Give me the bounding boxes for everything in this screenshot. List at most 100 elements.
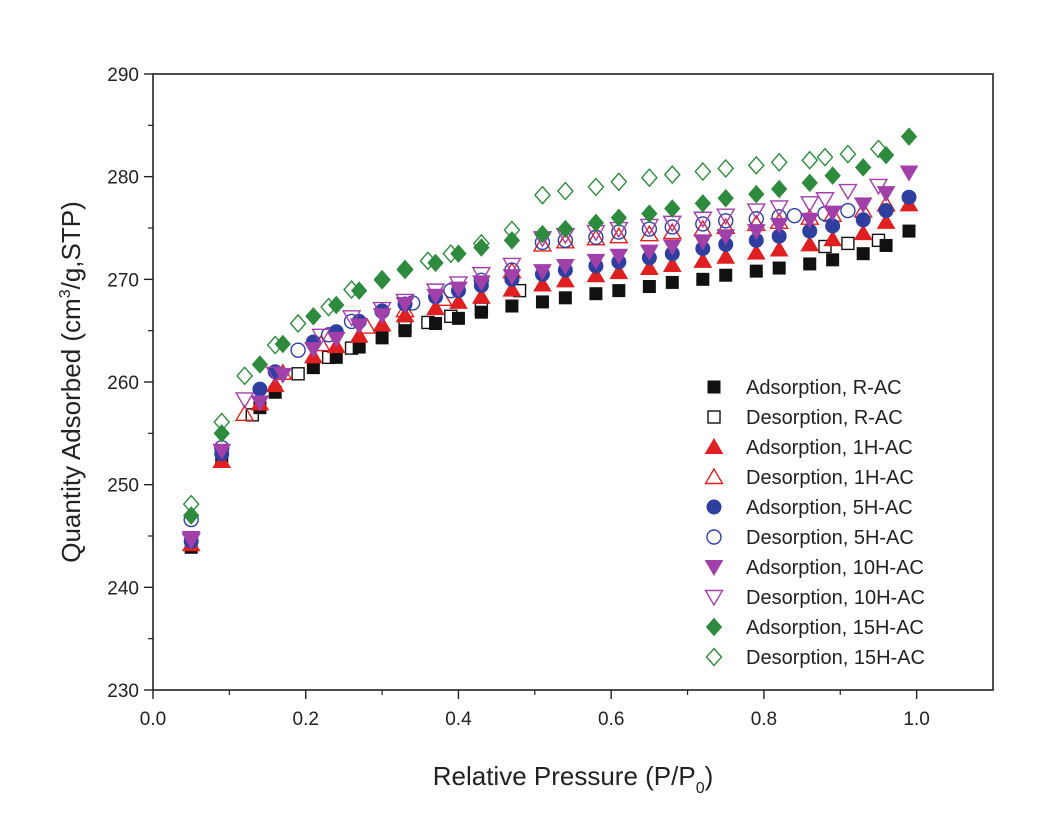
x-tick-label: 0.6 (598, 709, 624, 730)
data-point (265, 366, 285, 384)
data-point (250, 395, 270, 412)
data-point (444, 309, 458, 323)
data-point (471, 287, 491, 304)
data-point (442, 244, 460, 264)
data-point (746, 224, 766, 241)
data-point (840, 202, 856, 219)
data-point (373, 269, 391, 289)
data-point (816, 147, 834, 167)
data-point (610, 172, 628, 192)
data-point (252, 381, 268, 397)
data-point (587, 213, 605, 233)
data-point (396, 259, 414, 279)
data-point (534, 224, 551, 244)
data-point (841, 236, 855, 251)
data-point (586, 253, 606, 270)
data-point (474, 305, 488, 319)
data-markers (181, 127, 919, 554)
data-point (747, 155, 765, 175)
data-point (306, 361, 320, 375)
data-point (876, 186, 896, 203)
legend-label: Desorption, 10H-AC (746, 587, 925, 609)
y-tick-label: 250 (107, 476, 139, 497)
data-point (612, 284, 626, 298)
data-point (426, 288, 445, 305)
legend-label: Adsorption, 5H-AC (746, 497, 913, 519)
data-point (748, 184, 765, 204)
data-point (183, 506, 200, 525)
data-point (800, 196, 820, 213)
data-point (900, 127, 918, 146)
data-point (290, 342, 306, 358)
data-point (251, 355, 269, 374)
data-point (662, 239, 682, 256)
data-point (305, 307, 322, 326)
data-point (716, 247, 736, 264)
data-point (471, 267, 492, 284)
data-point (815, 192, 835, 209)
y-tick-label: 260 (107, 373, 139, 394)
data-point (769, 200, 789, 217)
data-point (746, 203, 766, 220)
data-point (502, 280, 522, 297)
data-point (899, 165, 919, 182)
legend-marker (707, 380, 721, 394)
series-group (181, 165, 919, 548)
data-point (642, 280, 656, 294)
data-point (558, 291, 572, 305)
data-point (693, 234, 713, 251)
data-point (838, 183, 858, 201)
data-point (396, 260, 414, 280)
series-group (245, 233, 886, 422)
data-point (349, 326, 369, 343)
data-point (343, 280, 360, 300)
data-point (879, 238, 893, 252)
data-point (718, 213, 734, 229)
data-point (640, 168, 658, 188)
data-point (532, 235, 553, 252)
data-point (769, 240, 789, 257)
data-point (395, 293, 415, 311)
y-tick-label: 230 (107, 681, 139, 702)
data-point (856, 247, 870, 261)
data-point (853, 197, 873, 214)
legend-label: Adsorption, 15H-AC (746, 617, 924, 639)
data-point (823, 205, 843, 222)
data-point (533, 264, 552, 281)
data-point (234, 392, 255, 409)
x-axis-title: Relative Pressure (P/P0) (433, 761, 714, 797)
data-point (533, 275, 552, 292)
data-point (693, 251, 713, 268)
data-point (664, 219, 680, 235)
legend-label: Desorption, 15H-AC (746, 647, 925, 669)
data-point (181, 531, 201, 548)
legend-label: Adsorption, 1H-AC (746, 437, 913, 459)
data-point (503, 220, 521, 240)
data-point (696, 272, 710, 286)
legend-label: Adsorption, 10H-AC (746, 557, 924, 579)
data-point (772, 261, 786, 275)
data-point (421, 315, 435, 330)
legend: Adsorption, R-AC Desorption, R-AC Adsorpti… (704, 377, 925, 669)
data-point (870, 139, 887, 159)
data-point (871, 233, 886, 248)
data-point (451, 311, 465, 325)
data-point (719, 268, 733, 282)
data-point (818, 239, 832, 254)
data-point (662, 255, 682, 272)
data-point (234, 404, 255, 422)
data-point (534, 185, 551, 205)
legend-marker (704, 589, 724, 607)
data-point (663, 165, 681, 185)
y-tick-label: 290 (107, 65, 139, 86)
series-group (182, 139, 887, 514)
y-tick-label: 270 (107, 270, 139, 291)
data-point (449, 281, 468, 298)
data-point (182, 494, 200, 514)
data-point (746, 243, 766, 260)
data-point (311, 328, 331, 346)
data-point (213, 424, 230, 443)
y-tick-label: 240 (107, 578, 139, 599)
data-point (555, 258, 575, 275)
